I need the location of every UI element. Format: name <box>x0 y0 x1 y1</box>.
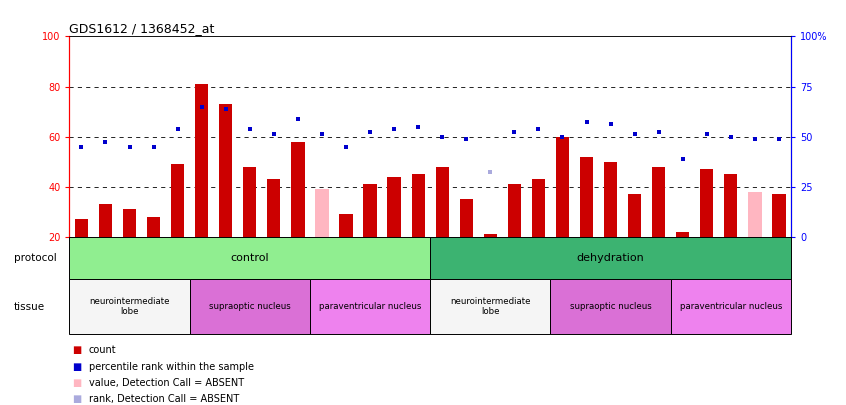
Bar <box>484 234 497 237</box>
Bar <box>676 232 689 237</box>
Bar <box>316 189 328 237</box>
Text: neurointermediate
lobe: neurointermediate lobe <box>90 297 170 316</box>
Bar <box>436 167 449 237</box>
Bar <box>243 167 256 237</box>
Bar <box>430 237 791 279</box>
Bar <box>171 164 184 237</box>
Bar <box>430 279 551 334</box>
Bar <box>69 237 430 279</box>
Bar <box>387 177 401 237</box>
Text: ■: ■ <box>72 394 81 404</box>
Bar <box>190 279 310 334</box>
Bar <box>580 157 593 237</box>
Bar <box>772 194 786 237</box>
Bar <box>628 194 641 237</box>
Bar <box>339 214 353 237</box>
Text: paraventricular nucleus: paraventricular nucleus <box>319 302 421 311</box>
Bar <box>459 199 473 237</box>
Text: supraoptic nucleus: supraoptic nucleus <box>209 302 291 311</box>
Bar <box>652 167 665 237</box>
Bar <box>219 104 233 237</box>
Bar <box>123 209 136 237</box>
Bar <box>551 279 671 334</box>
Text: protocol: protocol <box>14 253 57 263</box>
Bar <box>364 184 376 237</box>
Bar <box>267 179 281 237</box>
Bar <box>291 142 305 237</box>
Text: ■: ■ <box>72 378 81 388</box>
Bar <box>147 217 160 237</box>
Text: neurointermediate
lobe: neurointermediate lobe <box>450 297 530 316</box>
Bar <box>671 279 791 334</box>
Bar <box>508 184 521 237</box>
Bar <box>310 279 430 334</box>
Text: value, Detection Call = ABSENT: value, Detection Call = ABSENT <box>89 378 244 388</box>
Text: ■: ■ <box>72 345 81 355</box>
Bar <box>604 162 618 237</box>
Bar <box>69 279 190 334</box>
Bar <box>700 169 713 237</box>
Bar <box>556 137 569 237</box>
Text: paraventricular nucleus: paraventricular nucleus <box>679 302 782 311</box>
Text: ■: ■ <box>72 362 81 371</box>
Text: GDS1612 / 1368452_at: GDS1612 / 1368452_at <box>69 22 215 35</box>
Bar <box>724 174 738 237</box>
Text: supraoptic nucleus: supraoptic nucleus <box>569 302 651 311</box>
Bar <box>532 179 545 237</box>
Bar <box>195 84 208 237</box>
Text: control: control <box>230 253 269 263</box>
Bar <box>74 220 88 237</box>
Text: percentile rank within the sample: percentile rank within the sample <box>89 362 254 371</box>
Text: dehydration: dehydration <box>577 253 645 263</box>
Bar <box>749 192 761 237</box>
Text: rank, Detection Call = ABSENT: rank, Detection Call = ABSENT <box>89 394 239 404</box>
Text: tissue: tissue <box>14 302 45 312</box>
Text: count: count <box>89 345 117 355</box>
Bar <box>99 205 112 237</box>
Bar <box>411 174 425 237</box>
